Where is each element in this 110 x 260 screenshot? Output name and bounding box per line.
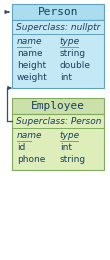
Text: string: string	[60, 49, 86, 58]
Text: phone: phone	[17, 155, 45, 165]
Text: Employee: Employee	[31, 101, 85, 111]
Text: Superclass: Person: Superclass: Person	[16, 116, 102, 126]
Text: name: name	[17, 36, 42, 46]
Bar	[12, 4, 104, 20]
Text: id: id	[17, 144, 25, 153]
Text: double: double	[60, 62, 91, 70]
Text: int: int	[60, 144, 72, 153]
Text: type: type	[60, 36, 80, 46]
Text: height: height	[17, 62, 46, 70]
Text: Superclass: nullptr: Superclass: nullptr	[16, 23, 100, 31]
Bar	[12, 20, 104, 88]
Text: int: int	[60, 74, 72, 82]
Text: type: type	[60, 131, 80, 140]
Text: name: name	[17, 49, 43, 58]
Text: name: name	[17, 131, 42, 140]
Bar	[12, 98, 104, 114]
Text: string: string	[60, 155, 86, 165]
Text: weight: weight	[17, 74, 48, 82]
Text: Person: Person	[38, 7, 78, 17]
Bar	[12, 114, 104, 170]
